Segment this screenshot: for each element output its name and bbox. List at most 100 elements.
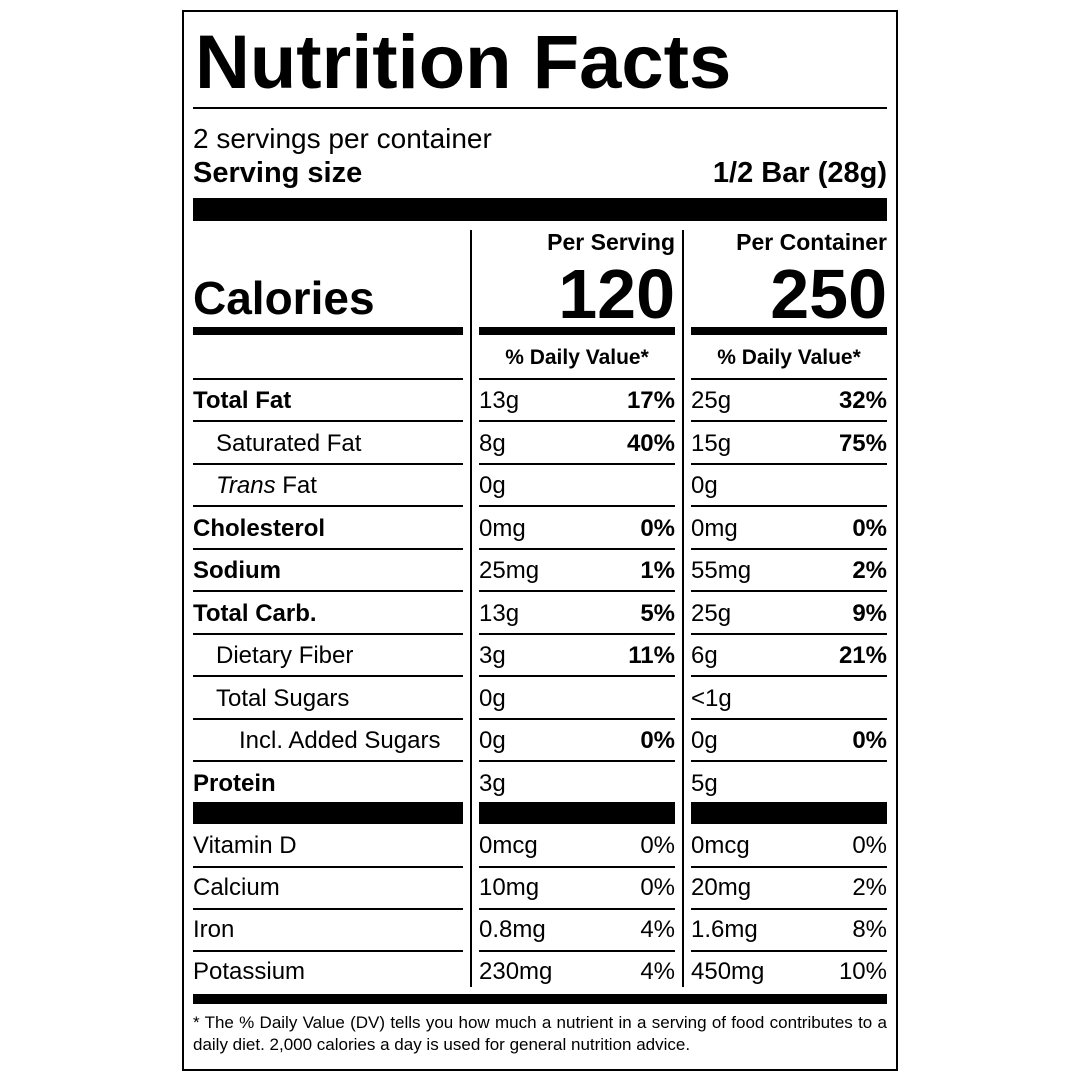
amount: 0mg <box>479 514 526 542</box>
daily-value: 0% <box>640 832 675 859</box>
row-rule <box>479 462 675 465</box>
row-rule <box>691 378 887 380</box>
row-rule <box>193 866 463 868</box>
amount: 25g <box>691 387 732 414</box>
row-rule <box>479 420 675 422</box>
amount: 0mcg <box>691 832 750 859</box>
amount: 15g <box>691 429 732 457</box>
dv-header: % Daily Value* <box>505 346 649 369</box>
daily-value: 9% <box>852 599 887 627</box>
nutrient-name-italic: Trans <box>216 472 276 499</box>
daily-value: 0% <box>852 514 887 542</box>
column-divider <box>682 230 684 987</box>
row-rule <box>691 760 887 762</box>
nutrient-name: Total Fat <box>193 386 291 416</box>
daily-value: 0% <box>640 727 675 754</box>
amount: 3g <box>479 769 506 797</box>
column-header: Per Serving <box>547 228 675 255</box>
row-rule <box>193 420 463 422</box>
row-rule <box>691 675 887 677</box>
amount: 8g <box>479 429 506 457</box>
nutrient-name: Dietary Fiber <box>216 641 353 671</box>
thick-bar <box>479 802 675 824</box>
nutrient-name-text: Cholesterol <box>193 514 326 542</box>
nutrient-name: Saturated Fat <box>216 429 361 459</box>
amount: <1g <box>691 684 732 712</box>
calories-rule <box>691 327 887 335</box>
row-rule <box>479 717 675 720</box>
amount: 20mg <box>691 874 752 901</box>
row-rule <box>479 505 675 507</box>
calories-value: 250 <box>770 255 887 333</box>
row-rule <box>193 760 463 762</box>
nutrient-name-text: Total Carb. <box>193 599 317 627</box>
amount: 230mg <box>479 958 553 985</box>
amount: 13g <box>479 387 520 414</box>
amount: 6g <box>691 642 718 669</box>
daily-value: 2% <box>852 557 887 584</box>
daily-value: 2% <box>852 874 887 901</box>
nutrient-name-text: Fat <box>282 472 317 499</box>
calories-rule <box>479 327 675 335</box>
daily-value: 17% <box>626 387 675 414</box>
vitamin-name: Vitamin D <box>193 832 297 859</box>
row-rule <box>691 590 887 592</box>
nutrient-name: Trans Fat <box>216 471 317 501</box>
daily-value: 11% <box>628 642 675 669</box>
row-rule <box>479 632 675 635</box>
row-rule <box>479 950 675 952</box>
column-divider <box>470 230 472 987</box>
row-rule <box>193 462 463 465</box>
amount: 0g <box>479 472 506 499</box>
row-rule <box>193 675 463 677</box>
nutrient-name: Cholesterol <box>193 514 325 544</box>
row-rule <box>479 908 675 910</box>
vitamin-name: Iron <box>193 916 235 943</box>
amount: 0mcg <box>479 832 538 859</box>
amount: 0g <box>479 684 506 712</box>
row-rule <box>479 547 675 550</box>
row-rule <box>193 632 463 635</box>
row-rule <box>193 547 463 550</box>
amount: 3g <box>479 642 506 669</box>
daily-value: 75% <box>838 429 887 457</box>
row-rule <box>479 590 675 592</box>
amount: 1.6mg <box>691 916 758 943</box>
footnote: * The % Daily Value (DV) tells you how m… <box>193 1013 887 1054</box>
nutrient-name: Protein <box>193 769 276 799</box>
row-rule <box>691 547 887 550</box>
row-rule <box>691 908 887 910</box>
amount: 0g <box>691 727 718 754</box>
dv-header: % Daily Value* <box>717 346 861 369</box>
row-rule <box>479 675 675 677</box>
column-header: Per Container <box>736 228 887 255</box>
nutrient-name: Total Sugars <box>216 684 349 714</box>
vitamin-name: Calcium <box>193 874 280 901</box>
row-rule <box>691 950 887 952</box>
vitamin-name: Potassium <box>193 958 306 985</box>
row-rule <box>691 420 887 422</box>
title: Nutrition Facts <box>195 19 732 105</box>
serving-size-label: Serving size <box>193 157 363 189</box>
daily-value: 0% <box>640 514 675 542</box>
row-rule <box>691 505 887 507</box>
daily-value: 8% <box>852 916 887 943</box>
amount: 0mg <box>691 514 738 542</box>
servings: 2 servings per container <box>193 122 492 154</box>
row-rule <box>691 632 887 635</box>
nutrient-name: Total Carb. <box>193 599 317 629</box>
row-rule <box>691 866 887 868</box>
row-rule <box>193 378 463 380</box>
amount: 0g <box>691 472 718 499</box>
nutrient-name-text: Incl. Added Sugars <box>239 727 441 754</box>
thick-bar <box>193 198 887 221</box>
daily-value: 5% <box>640 599 675 627</box>
daily-value: 0% <box>852 727 887 754</box>
amount: 0g <box>479 727 506 754</box>
nutrient-name: Incl. Added Sugars <box>239 726 440 756</box>
nutrient-name-text: Saturated Fat <box>216 429 362 457</box>
daily-value: 0% <box>640 874 675 901</box>
nutrient-name-text: Total Sugars <box>216 684 350 712</box>
thick-bar <box>193 994 887 1004</box>
